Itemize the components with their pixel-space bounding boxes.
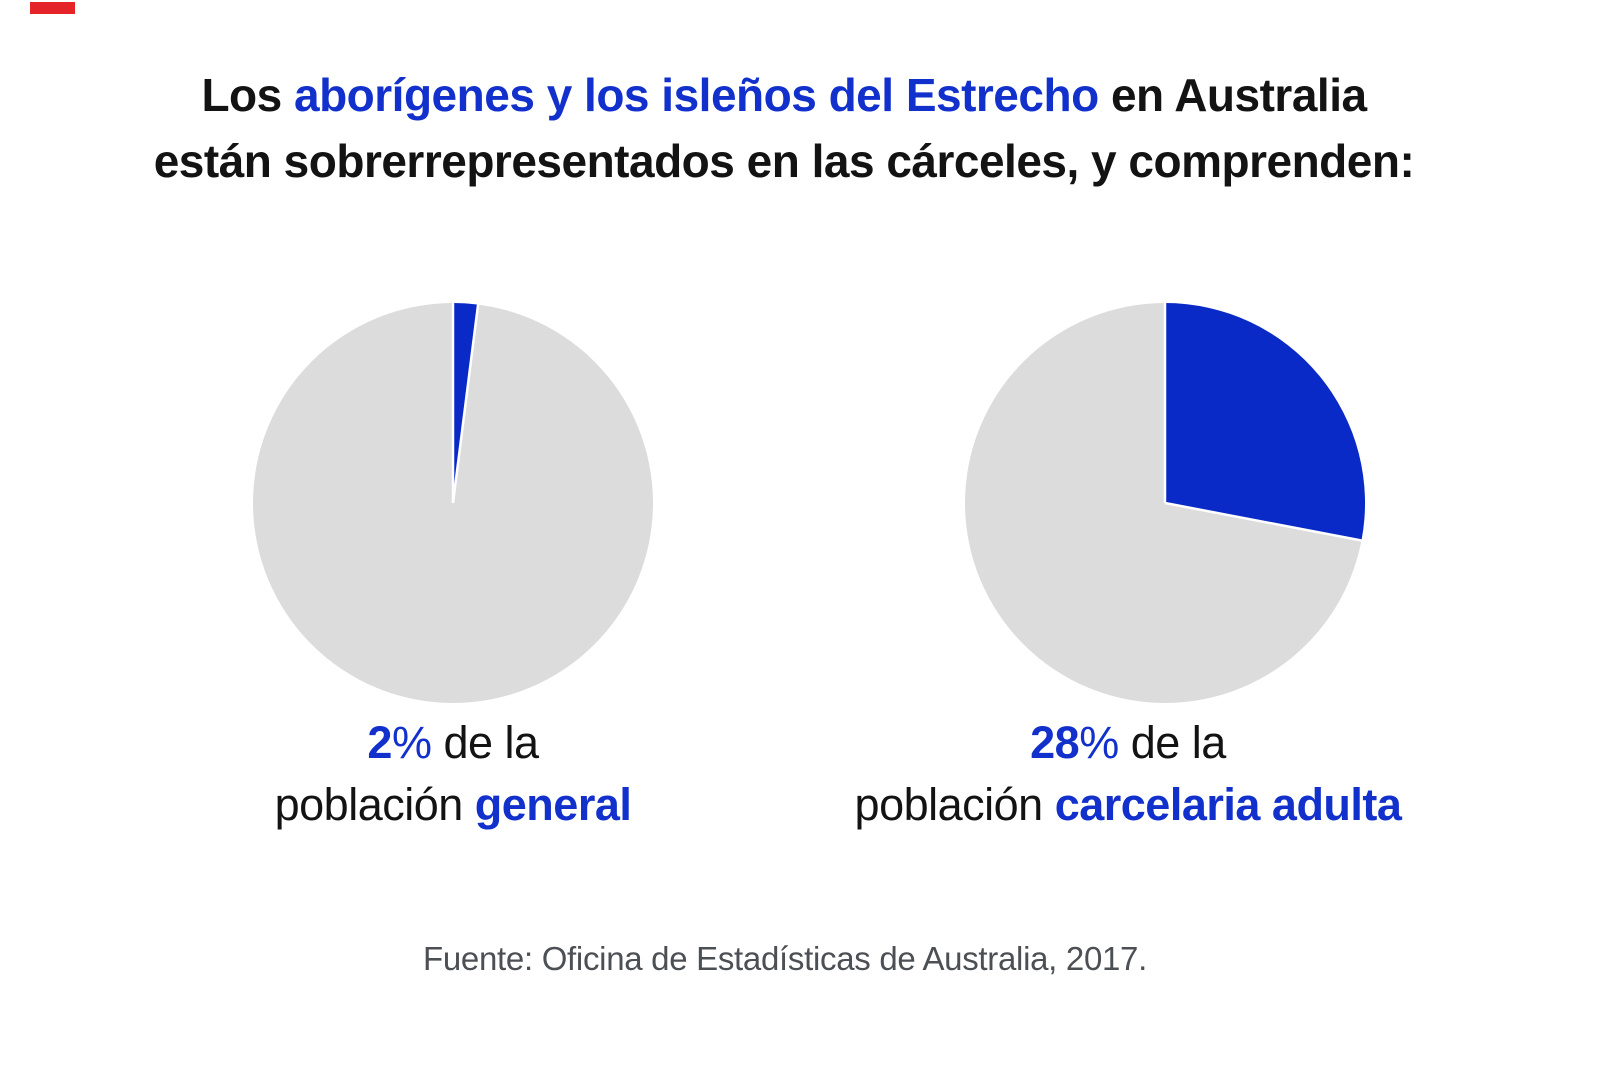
title-text-part1: Los (201, 69, 294, 121)
caption-right-rest: de la (1118, 717, 1227, 768)
source-note: Fuente: Oficina de Estadísticas de Austr… (423, 940, 1147, 977)
caption-right-line-1: 28% de la (733, 712, 1523, 774)
caption-left-highlight: general (474, 779, 632, 830)
caption-left-line-1: 2% de la (58, 712, 848, 774)
caption-left-normal: población (274, 779, 475, 830)
caption-left-rest: de la (431, 717, 539, 768)
title-line-2: están sobrerrepresentados en las cárcele… (153, 135, 1415, 187)
caption-left-value: 2 (367, 717, 392, 768)
caption-right-normal: población (854, 779, 1055, 830)
pie-slice-divider (451, 304, 480, 504)
caption-right-line-2: población carcelaria adulta (733, 774, 1523, 836)
pie-slice-divider (1164, 501, 1362, 542)
title-highlight: aborígenes y los isleños del Estrecho (294, 69, 1099, 121)
infographic-title: Los aborígenes y los isleños del Estrech… (0, 62, 1568, 194)
caption-right-percent-sign: % (1079, 717, 1119, 768)
pie-chart-prison-population (965, 303, 1366, 703)
pie-slice-highlight (1165, 303, 1366, 541)
caption-left-percent-sign: % (391, 717, 432, 768)
pie-chart-general-population (253, 303, 653, 703)
caption-left-line-2: población general (58, 774, 848, 836)
caption-right-highlight: carcelaria adulta (1054, 779, 1402, 830)
title-line-1: Los aborígenes y los isleños del Estrech… (0, 62, 1568, 128)
caption-prison-population: 28% de la población carcelaria adulta (733, 712, 1523, 836)
title-text-part3: en Australia (1098, 69, 1367, 121)
caption-general-population: 2% de la población general (58, 712, 848, 836)
caption-right-value: 28 (1030, 717, 1080, 768)
red-corner-mark (30, 2, 75, 14)
